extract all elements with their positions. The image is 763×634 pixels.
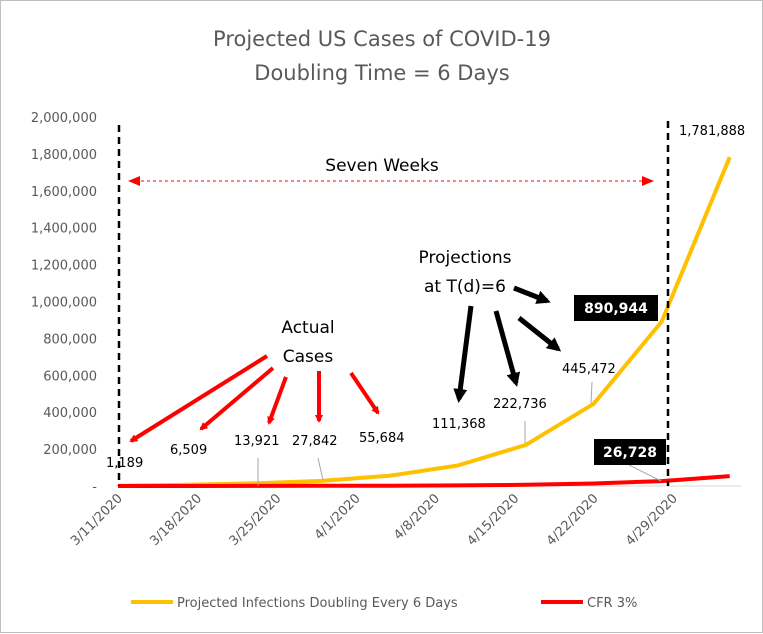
data-label-box [594, 439, 666, 465]
actual-cases-label-line1: Actual [281, 318, 334, 338]
legend-label-cfr: CFR 3% [587, 596, 637, 611]
leader-line [628, 464, 662, 482]
y-tick-label: 400,000 [43, 406, 97, 421]
actual-cases-arrows [129, 354, 380, 443]
projection-arrows [453, 285, 562, 403]
x-axis-ticks: 3/11/2020 3/18/2020 3/25/2020 4/1/2020 4/8/2… [68, 491, 681, 549]
projection-arrow-2 [493, 310, 521, 387]
y-tick-label: 1,800,000 [31, 148, 97, 163]
y-tick-label: 1,000,000 [31, 296, 97, 311]
y-tick-label: 800,000 [43, 332, 97, 347]
data-label: 26,728 [603, 445, 657, 461]
y-tick-label: - [92, 480, 97, 495]
data-label: 6,509 [170, 443, 207, 458]
data-label: 1,189 [106, 456, 143, 471]
projection-arrow-4 [513, 285, 551, 304]
y-tick-label: 200,000 [43, 443, 97, 458]
x-tick-label: 4/8/2020 [391, 491, 443, 543]
x-tick-label: 4/1/2020 [312, 491, 364, 543]
data-label: 111,368 [432, 417, 486, 432]
y-axis-ticks: - 200,000 400,000 600,000 800,000 1,000,000 1,… [31, 111, 97, 495]
projection-arrow-3 [517, 316, 562, 352]
x-tick-label: 3/11/2020 [68, 491, 126, 549]
y-tick-label: 1,400,000 [31, 222, 97, 237]
leader-line [317, 457, 324, 481]
actual-arrow-3 [267, 376, 288, 425]
actual-arrow-1 [129, 354, 269, 443]
data-label: 55,684 [359, 431, 405, 446]
projections-label-line1: Projections [419, 248, 512, 268]
chart-subtitle: Doubling Time = 6 Days [254, 61, 509, 85]
leader-lines [257, 381, 662, 486]
projections-label-line2: at T(d)=6 [424, 277, 506, 297]
y-tick-label: 2,000,000 [31, 111, 97, 126]
seven-weeks-label: Seven Weeks [325, 156, 439, 176]
data-label-box [574, 295, 658, 321]
data-label: 222,736 [493, 397, 547, 412]
data-label: 13,921 [234, 434, 280, 449]
data-label: 1,781,888 [679, 124, 745, 139]
y-tick-label: 600,000 [43, 369, 97, 384]
x-tick-label: 3/25/2020 [227, 491, 285, 549]
x-tick-label: 3/18/2020 [147, 491, 205, 549]
y-tick-label: 1,600,000 [31, 185, 97, 200]
data-label: 27,842 [292, 434, 338, 449]
legend-label-projected: Projected Infections Doubling Every 6 Da… [177, 596, 458, 611]
actual-arrow-2 [199, 366, 275, 431]
leader-line [590, 381, 593, 404]
projection-arrow-1 [453, 305, 474, 403]
series-line-1 [117, 156, 732, 488]
data-labels: 1,189 6,509 13,921 27,842 55,684 111,368 222,7… [106, 124, 745, 471]
x-tick-label: 4/15/2020 [465, 491, 523, 549]
actual-cases-label-line2: Cases [283, 347, 334, 367]
data-label: 890,944 [584, 301, 648, 317]
actual-arrow-5 [349, 371, 380, 415]
x-tick-label: 4/22/2020 [544, 491, 602, 549]
y-tick-label: 1,200,000 [31, 259, 97, 274]
legend: Projected Infections Doubling Every 6 Da… [131, 596, 637, 611]
series-line-2 [118, 474, 730, 488]
x-tick-label: 4/29/2020 [623, 491, 681, 549]
data-label: 445,472 [562, 362, 616, 377]
chart-title: Projected US Cases of COVID-19 [213, 27, 551, 51]
series-layer [117, 156, 732, 488]
